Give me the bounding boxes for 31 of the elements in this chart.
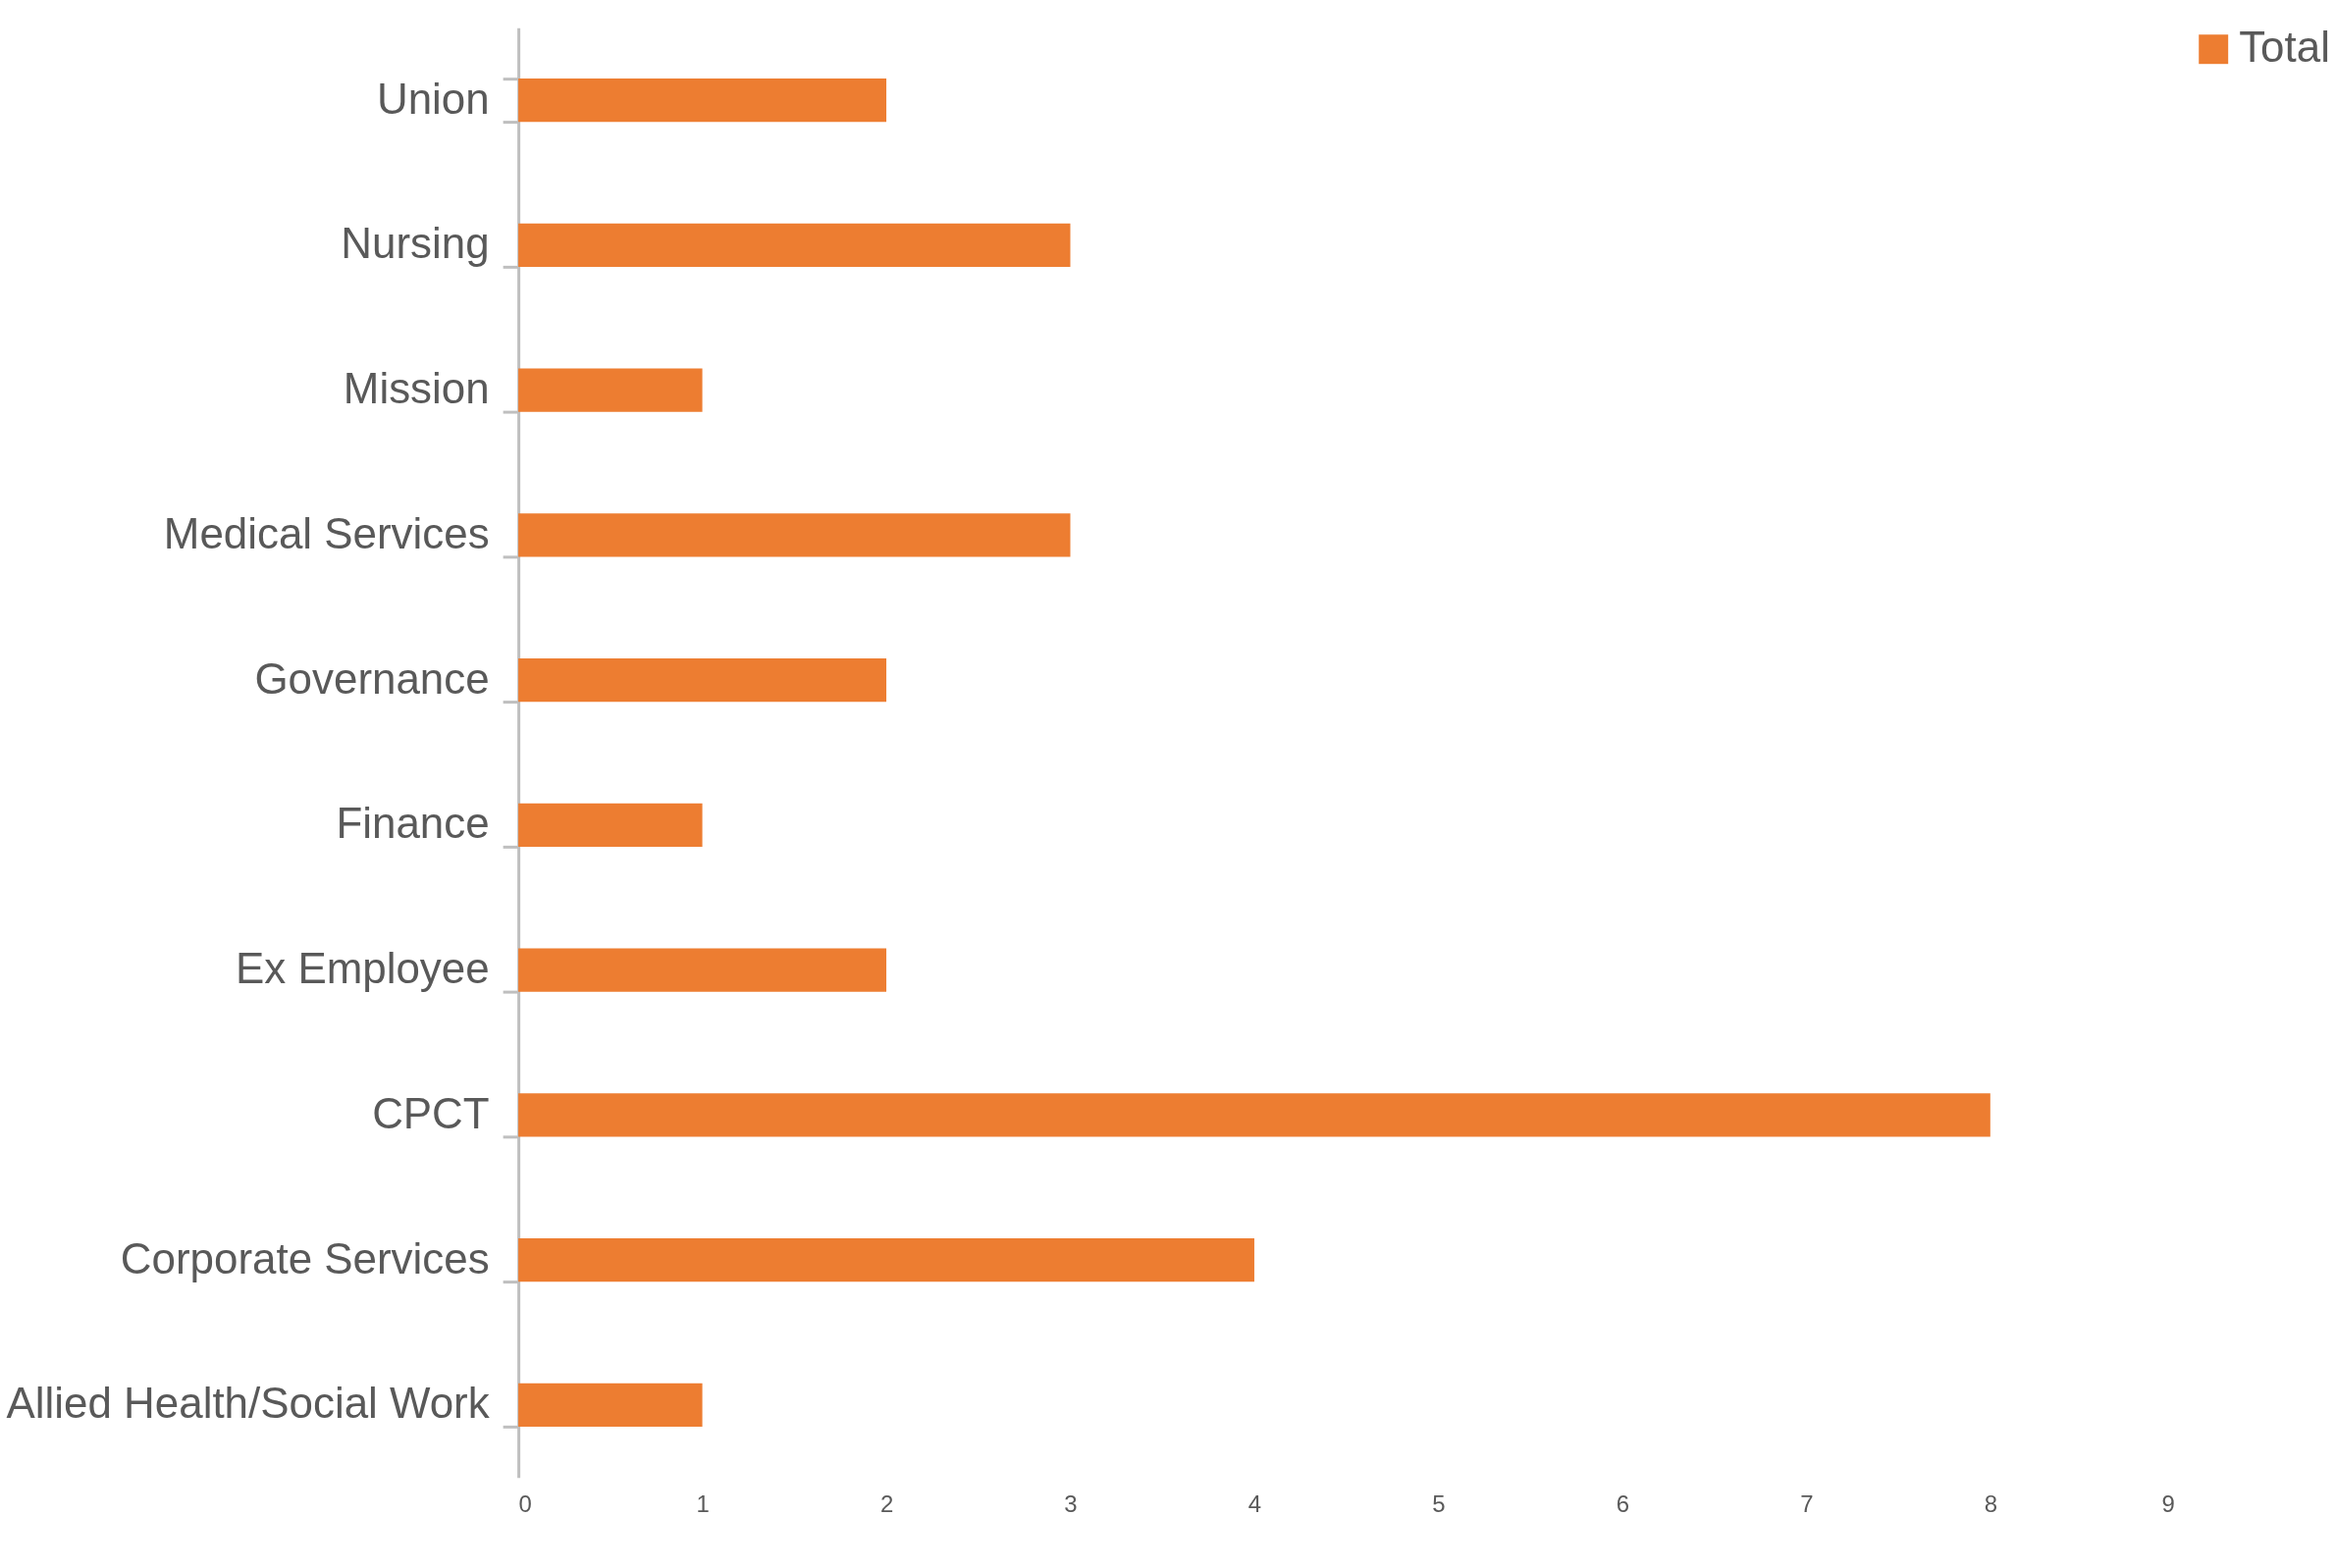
y-tick-label: Finance	[336, 799, 490, 848]
y-tick-label: CPCT	[372, 1088, 490, 1137]
x-tick-label: 0	[518, 1490, 532, 1518]
bar	[518, 1237, 1254, 1282]
y-tick-label: Nursing	[341, 219, 490, 268]
y-tick-label: Medical Services	[163, 508, 490, 557]
bar	[518, 223, 1071, 268]
bar	[518, 657, 887, 703]
y-tick-label: Ex Employee	[235, 944, 490, 993]
bar	[518, 803, 703, 848]
x-tick-label: 6	[1616, 1490, 1630, 1518]
y-tick-label: Governance	[254, 653, 490, 703]
legend-label: Total	[2239, 23, 2330, 72]
x-tick-label: 3	[1064, 1490, 1078, 1518]
bar	[518, 1383, 703, 1428]
x-tick-label: 1	[696, 1490, 710, 1518]
y-tick-label: Allied Health/Social Work	[6, 1379, 491, 1428]
x-tick-label: 2	[879, 1490, 894, 1518]
y-tick-label: Corporate Services	[120, 1233, 490, 1282]
x-tick-label: 7	[1800, 1490, 1814, 1518]
bar	[518, 368, 703, 412]
x-tick-label: 9	[2161, 1490, 2175, 1518]
x-tick-label: 8	[1984, 1490, 1997, 1518]
bar	[518, 513, 1071, 557]
y-tick-label: Mission	[343, 364, 490, 413]
bar	[518, 948, 887, 992]
y-tick-label: Union	[376, 74, 490, 123]
x-tick-label: 4	[1247, 1490, 1262, 1518]
bar	[518, 78, 887, 123]
x-tick-label: 5	[1432, 1490, 1446, 1518]
bar	[518, 1093, 1990, 1137]
